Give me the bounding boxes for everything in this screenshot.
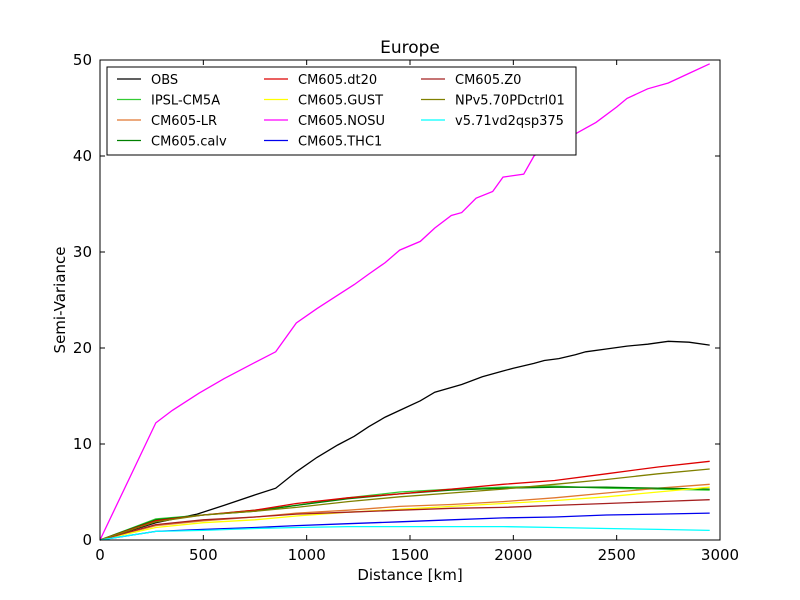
- legend-label-2: CM605-LR: [151, 114, 217, 129]
- legend-box: [106, 66, 577, 156]
- series-line-5: [99, 486, 710, 541]
- y-tick-label-1: 10: [73, 435, 92, 453]
- legend-label-10: v5.71vd2qsp375: [455, 114, 564, 129]
- series-line-10: [99, 525, 710, 541]
- plot-frame: [99, 59, 721, 541]
- y-tick-label-5: 50: [73, 51, 92, 69]
- legend-label-6: CM605.NOSU: [298, 114, 385, 129]
- series-line-9: [99, 468, 710, 541]
- legend-label-5: CM605.GUST: [298, 94, 383, 109]
- legend-label-8: CM605.Z0: [455, 73, 521, 88]
- chart-title: Europe: [380, 38, 440, 58]
- legend: OBS IPSL-CM5A CM605-LR CM605.calv CM605.dt20…: [106, 66, 577, 156]
- y-tick-label-4: 40: [73, 147, 92, 165]
- legend-label-3: CM605.calv: [151, 135, 227, 150]
- y-tick-label-0: 0: [82, 531, 92, 549]
- legend-label-9: NPv5.70PDctrl01: [455, 94, 565, 109]
- x-tick-label-3: 1500: [391, 546, 429, 564]
- y-tick-label-3: 30: [73, 243, 92, 261]
- x-tick-label-4: 2000: [494, 546, 532, 564]
- axes-layer: 0 500 1000 1500 2000 2500 3000 0 10 20 30 40 50: [73, 51, 739, 564]
- x-tick-label-2: 1000: [288, 546, 326, 564]
- x-tick-label-6: 3000: [701, 546, 739, 564]
- x-tick-label-0: 0: [95, 546, 105, 564]
- y-axis-label: Semi-Variance: [51, 247, 69, 354]
- x-tick-label-1: 500: [189, 546, 218, 564]
- legend-label-0: OBS: [151, 73, 178, 88]
- series-line-0: [99, 340, 710, 541]
- series-line-7: [99, 512, 710, 541]
- legend-label-1: IPSL-CM5A: [151, 94, 220, 109]
- series-line-8: [99, 499, 710, 541]
- legend-label-7: CM605.THC1: [298, 135, 382, 150]
- series-line-2: [99, 483, 710, 541]
- y-tick-label-2: 20: [73, 339, 92, 357]
- series-line-6: [99, 63, 710, 541]
- x-axis-label: Distance [km]: [357, 566, 462, 584]
- legend-label-4: CM605.dt20: [298, 73, 377, 88]
- series-layer: [99, 63, 710, 541]
- x-tick-label-5: 2500: [598, 546, 636, 564]
